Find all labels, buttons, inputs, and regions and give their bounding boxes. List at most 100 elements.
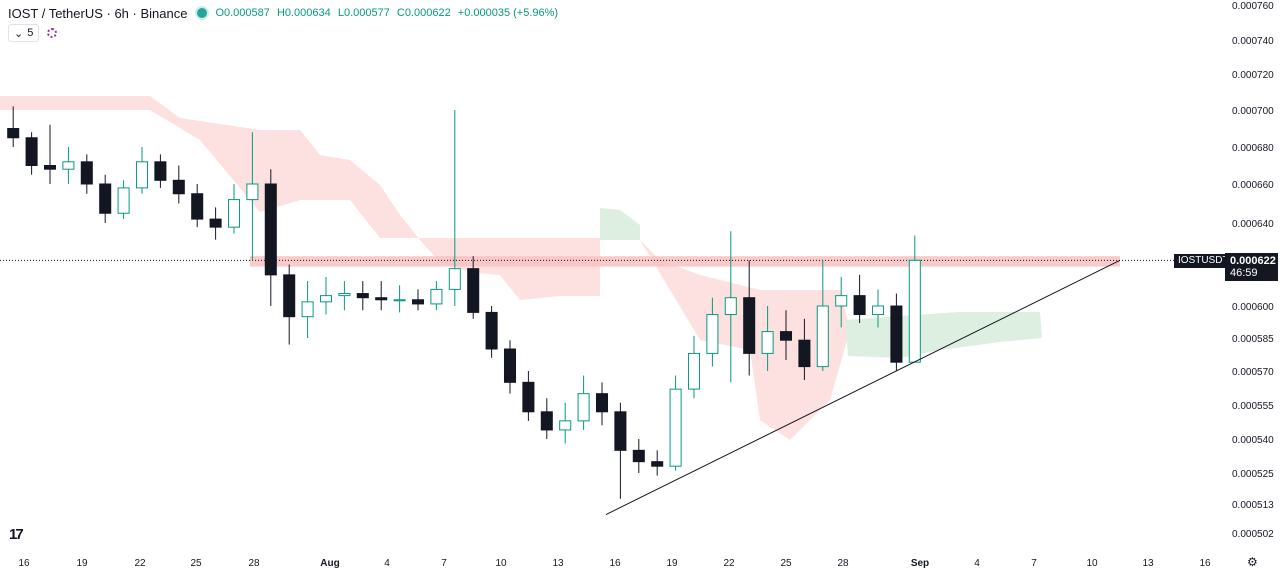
time-axis[interactable]: 16 19 22 25 28 Aug 4 7 10 13 16 19 22 25 28 Sep 4 7 10 13 16 <box>18 558 1211 569</box>
indicator-icon[interactable] <box>47 28 58 38</box>
candle-body <box>62 161 75 170</box>
candle-body <box>430 288 443 305</box>
trendline[interactable] <box>605 259 1121 515</box>
candle-body <box>356 293 369 299</box>
chart-legend: IOST / TetherUS · 6h · Binance O0.000587… <box>8 4 562 22</box>
candle-body <box>853 295 866 316</box>
candle-body <box>448 268 461 290</box>
low-value: L0.000577 <box>337 7 390 19</box>
y-tick-label: 0.000660 <box>1232 180 1274 191</box>
candle-body <box>319 295 333 303</box>
x-tick-label: 10 <box>1086 558 1098 569</box>
candle-body <box>816 305 829 368</box>
candle-body <box>632 449 645 463</box>
candle-body <box>246 183 259 201</box>
candle-body <box>595 393 609 413</box>
candle-body <box>577 393 590 422</box>
candle-body <box>669 388 682 467</box>
x-tick-label: 7 <box>441 558 447 569</box>
y-tick-label: 0.000513 <box>1232 500 1274 511</box>
cloud-bear-1 <box>0 96 600 300</box>
candle-body <box>227 199 241 228</box>
candle-body <box>135 161 149 189</box>
collapse-indicators-button[interactable]: ⌄ 5 <box>8 24 40 42</box>
cloud-bull-2 <box>845 312 1042 358</box>
x-tick-label: 4 <box>384 558 390 569</box>
candle-body <box>779 331 793 341</box>
x-tick-label: 10 <box>495 558 507 569</box>
y-tick-label: 0.000540 <box>1232 435 1274 446</box>
last-price-tag: 0.000622 46:59 <box>1225 253 1278 281</box>
candle-body <box>503 348 517 383</box>
candle-body <box>559 420 572 431</box>
y-tick-label: 0.000570 <box>1232 367 1274 378</box>
y-tick-label: 0.000600 <box>1232 302 1274 313</box>
x-tick-label: 16 <box>18 558 30 569</box>
candle-body <box>301 301 314 318</box>
y-tick-label: 0.000525 <box>1232 469 1274 480</box>
ohlc-values: O0.000587 H0.000634 L0.000577 C0.000622 … <box>215 7 562 19</box>
candle-body <box>99 183 112 214</box>
tradingview-logo[interactable]: 17 <box>9 526 24 543</box>
candle-body <box>540 411 553 431</box>
candle-body <box>338 293 351 297</box>
candle-body <box>871 305 885 316</box>
high-value: H0.000634 <box>276 7 331 19</box>
last-price-value: 0.000622 <box>1230 255 1276 267</box>
candle-body <box>154 161 167 181</box>
symbol-price-tag: IOSTUSDT <box>1174 254 1233 268</box>
candle-body <box>393 299 406 302</box>
y-tick-label: 0.000680 <box>1232 143 1274 154</box>
y-tick-label: 0.000740 <box>1232 36 1274 47</box>
candle-body <box>172 179 185 195</box>
candle-body <box>706 314 719 354</box>
market-open-icon <box>197 8 208 18</box>
y-tick-label: 0.000760 <box>1232 1 1274 12</box>
indicator-row: ⌄ 5 <box>8 24 58 42</box>
x-tick-label: 22 <box>723 558 735 569</box>
candle-body <box>80 161 93 185</box>
candlesticks <box>7 106 921 499</box>
x-tick-label: 22 <box>134 558 146 569</box>
settings-gear-icon[interactable]: ⚙ <box>1247 555 1258 569</box>
symbol-title[interactable]: IOST / TetherUS · 6h · Binance <box>8 5 188 21</box>
x-tick-label: 16 <box>609 558 621 569</box>
price-axis[interactable]: 0.000760 0.000740 0.000720 0.000700 0.000680… <box>1232 1 1274 540</box>
candle-body <box>687 352 701 390</box>
x-tick-label: 28 <box>248 558 260 569</box>
close-value: C0.000622 <box>396 7 451 19</box>
candle-body <box>43 165 57 170</box>
candle-body <box>117 187 130 214</box>
candle-body <box>614 411 627 451</box>
x-tick-label: 25 <box>780 558 792 569</box>
candle-body <box>761 331 774 354</box>
candle-body <box>375 297 388 301</box>
y-tick-label: 0.000555 <box>1232 401 1274 412</box>
x-tick-label: 19 <box>76 558 88 569</box>
candle-body <box>485 311 498 350</box>
candle-body <box>522 381 535 413</box>
y-tick-label: 0.000700 <box>1232 106 1274 117</box>
x-tick-label: 16 <box>1199 558 1211 569</box>
x-tick-label: 13 <box>1142 558 1154 569</box>
candle-body <box>908 259 921 363</box>
x-tick-label: 28 <box>837 558 849 569</box>
x-tick-label: 7 <box>1031 558 1037 569</box>
candle-body <box>209 218 222 228</box>
resistance-zone <box>250 256 1120 267</box>
candle-body <box>264 183 277 276</box>
cloud-bull-1 <box>600 208 640 240</box>
y-tick-label: 0.000720 <box>1232 70 1274 81</box>
ichimoku-cloud <box>0 96 1042 440</box>
change-value: +0.000035 (+5.96%) <box>457 7 559 19</box>
candle-body <box>25 137 38 166</box>
y-tick-label: 0.000502 <box>1232 529 1274 540</box>
candle-body <box>798 339 811 368</box>
candle-body <box>191 193 204 220</box>
x-tick-label: 4 <box>974 558 980 569</box>
candle-body <box>7 128 20 139</box>
indicator-count: 5 <box>27 27 34 39</box>
candle-body <box>724 297 737 316</box>
y-tick-label: 0.000585 <box>1232 334 1274 345</box>
